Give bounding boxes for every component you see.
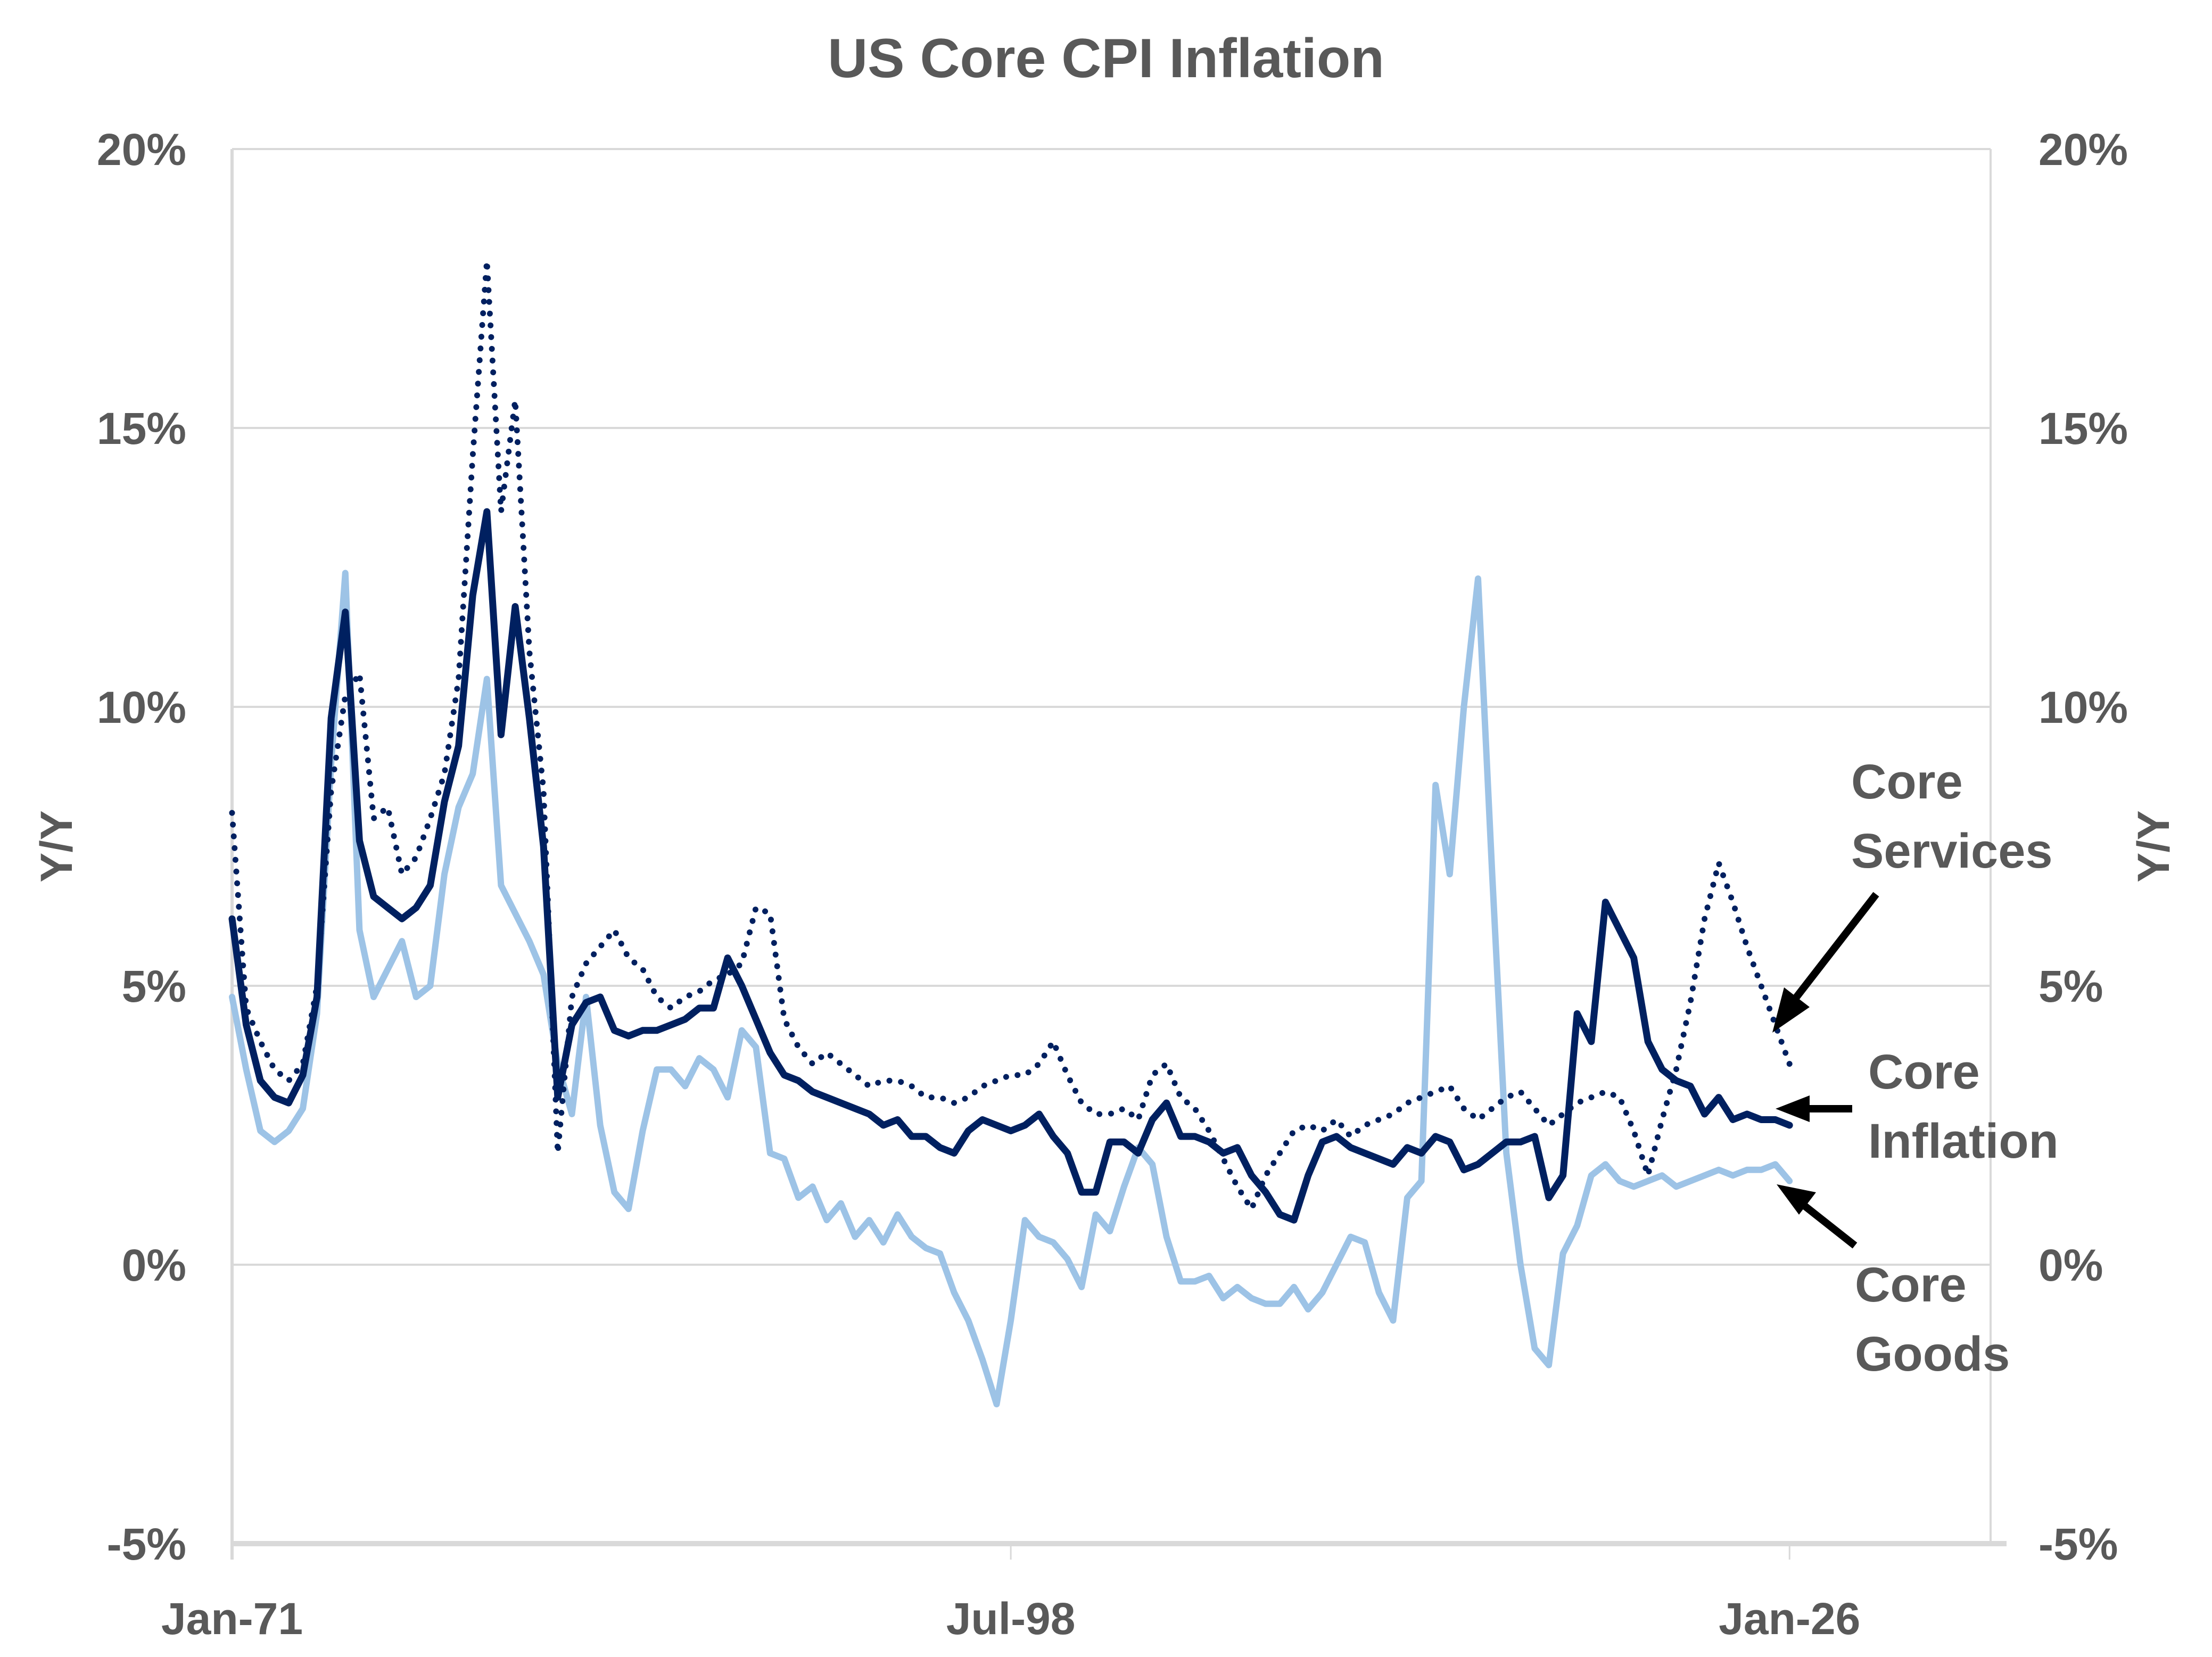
y-axis-left-label: Y/Y [31, 810, 81, 882]
annotation-core-inflation: Core Inflation [1776, 1045, 2059, 1168]
annotation-core-services: Core Services [1772, 755, 2053, 1033]
y-tick-label-right: -5% [2038, 1519, 2118, 1569]
y-tick-label-left: 20% [97, 125, 186, 175]
annotation-core-goods: Core Goods [1777, 1184, 2010, 1381]
y-tick-label-right: 15% [2038, 403, 2128, 454]
y-tick-label-left: 10% [97, 682, 186, 732]
x-tick-label: Jan-26 [1719, 1594, 1860, 1644]
arrow-icon [1777, 1184, 1858, 1249]
arrow-icon [1772, 892, 1879, 1033]
annotation-core-goods-line2: Goods [1855, 1327, 2010, 1381]
annotation-core-inflation-line1: Core [1868, 1045, 1980, 1099]
chart-title: US Core CPI Inflation [828, 28, 1384, 89]
series-line-core-goods [229, 570, 1793, 1407]
annotation-core-services-line2: Services [1851, 824, 2053, 878]
y-tick-label-left: -5% [107, 1519, 186, 1569]
y-tick-label-right: 10% [2038, 682, 2128, 732]
axes [230, 149, 2007, 1560]
annotation-core-goods-line1: Core [1855, 1258, 1967, 1312]
y-tick-label-right: 0% [2038, 1240, 2103, 1290]
annotation-core-services-line1: Core [1851, 755, 1963, 809]
y-tick-label-left: 15% [97, 403, 186, 454]
x-tick-label: Jan-71 [161, 1594, 303, 1644]
y-tick-label-left: 5% [122, 961, 186, 1011]
y-tick-label-right: 5% [2038, 961, 2103, 1011]
series-line-core-services [229, 258, 1793, 1212]
y-axis-left-ticks: 20% 15% 10% 5% 0% -5% [97, 125, 186, 1569]
series-line-core-inflation [228, 508, 1793, 1224]
x-axis-ticks: Jan-71 Jul-98 Jan-26 [161, 1544, 1860, 1644]
y-tick-label-right: 20% [2038, 125, 2128, 175]
y-axis-right-label: Y/Y [2128, 810, 2178, 882]
y-axis-right-ticks: 20% 15% 10% 5% 0% -5% [2038, 125, 2128, 1569]
x-tick-label: Jul-98 [946, 1594, 1076, 1644]
y-tick-label-left: 0% [122, 1240, 186, 1290]
annotation-core-inflation-line2: Inflation [1868, 1114, 2059, 1168]
series-group [228, 258, 1793, 1407]
arrow-icon [1776, 1095, 1852, 1122]
